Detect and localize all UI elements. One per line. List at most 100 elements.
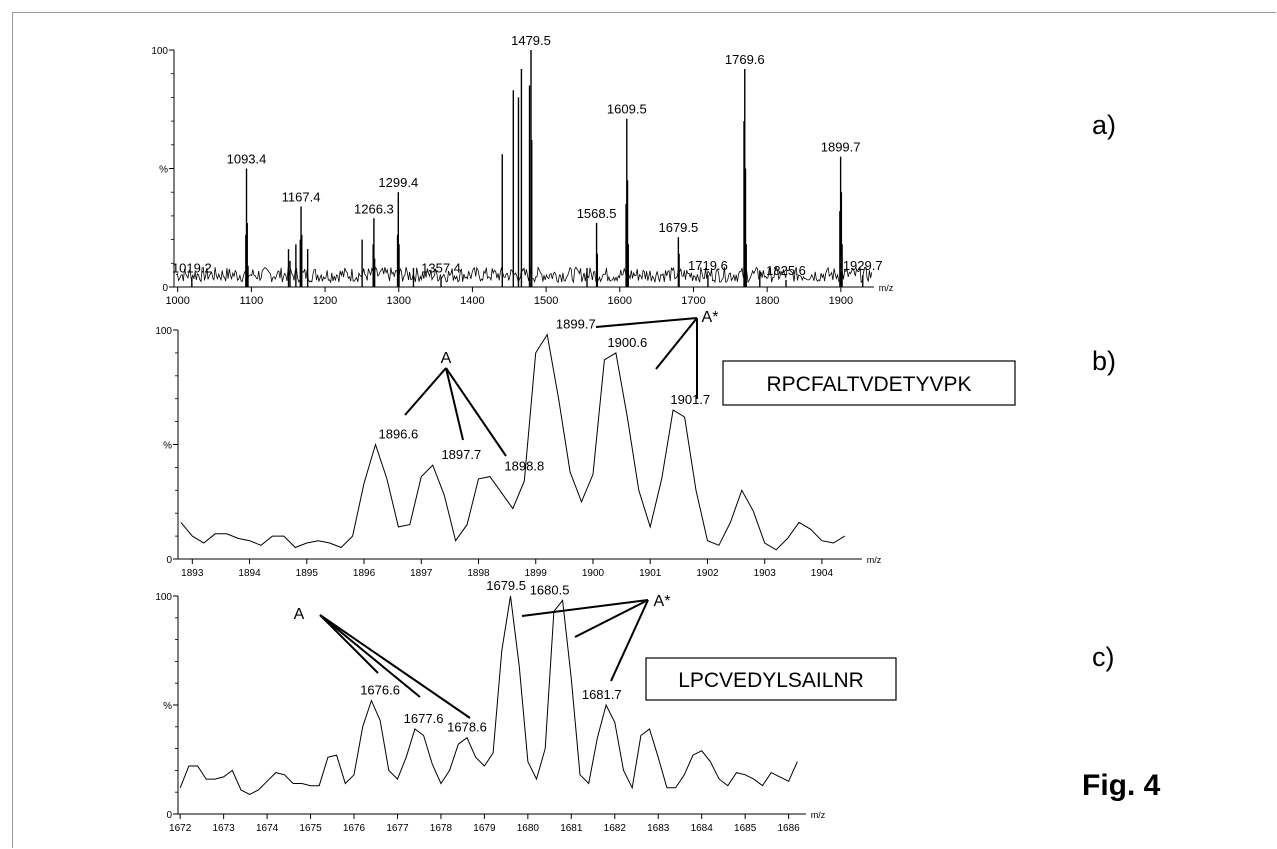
spectrum-trace bbox=[180, 333, 846, 551]
peak-label: 1681.7 bbox=[582, 687, 622, 702]
peptide-sequence: RPCFALTVDETYVPK bbox=[767, 373, 972, 396]
x-tick-label: 1904 bbox=[811, 568, 834, 579]
group-a-star-label: A* bbox=[654, 593, 671, 610]
x-tick-label: 1682 bbox=[604, 823, 627, 834]
x-tick-label: 1675 bbox=[299, 823, 322, 834]
y-tick-label: 0 bbox=[166, 810, 172, 821]
peak-label: 1167.4 bbox=[282, 189, 321, 204]
group-a-label: A bbox=[441, 350, 452, 367]
x-tick-label: 1100 bbox=[240, 295, 264, 307]
x-tick-label: 1902 bbox=[696, 568, 719, 579]
x-tick-label: 1893 bbox=[181, 568, 204, 579]
peak-label: 1678.6 bbox=[447, 720, 487, 735]
sequence-box bbox=[645, 657, 897, 701]
x-axis-label: m/z bbox=[811, 810, 826, 820]
peak-label: 1677.6 bbox=[404, 711, 444, 726]
x-tick-label: 1400 bbox=[460, 295, 484, 307]
x-tick-label: 1897 bbox=[410, 568, 433, 579]
x-tick-label: 1800 bbox=[755, 295, 779, 307]
group-a-star-pointer bbox=[655, 317, 698, 370]
group-a-star-pointer bbox=[574, 599, 649, 638]
group-a-pointer bbox=[445, 367, 464, 441]
x-tick-label: 1686 bbox=[777, 823, 800, 834]
group-a-pointer bbox=[445, 367, 507, 457]
peak-label: 1266.3 bbox=[354, 201, 394, 216]
y-tick-label: 100 bbox=[155, 326, 172, 337]
group-a-pointer bbox=[404, 367, 447, 416]
peak-label: 1680.5 bbox=[530, 582, 570, 597]
x-tick-label: 1500 bbox=[534, 295, 558, 307]
x-tick-label: 1898 bbox=[467, 568, 490, 579]
x-tick-label: 1901 bbox=[639, 568, 662, 579]
x-tick-label: 1600 bbox=[608, 295, 632, 307]
spectrum-noise-trace bbox=[175, 265, 873, 284]
x-tick-label: 1679 bbox=[473, 823, 496, 834]
x-tick-label: 1677 bbox=[386, 823, 409, 834]
peak-label: 1679.5 bbox=[658, 220, 698, 235]
y-tick-label: 0 bbox=[162, 283, 168, 294]
x-tick-label: 1685 bbox=[734, 823, 757, 834]
panel-label-a: a) bbox=[1092, 110, 1117, 140]
x-tick-label: 1894 bbox=[238, 568, 261, 579]
x-tick-label: 1678 bbox=[430, 823, 453, 834]
peak-label: 1093.4 bbox=[227, 152, 267, 167]
y-tick-label: 0 bbox=[166, 555, 172, 566]
x-tick-label: 1676 bbox=[343, 823, 366, 834]
peak-label: 1901.7 bbox=[670, 392, 710, 407]
group-a-star-pointer bbox=[595, 317, 698, 328]
figure-frame bbox=[12, 12, 1276, 848]
spectrum-trace bbox=[179, 595, 798, 795]
x-tick-label: 1900 bbox=[582, 568, 605, 579]
peak-label: 1769.6 bbox=[725, 52, 765, 67]
x-tick-label: 1903 bbox=[754, 568, 777, 579]
x-tick-label: 1680 bbox=[517, 823, 540, 834]
peak-label: 1299.4 bbox=[378, 175, 418, 190]
y-tick-label: % bbox=[159, 165, 168, 176]
x-tick-label: 1000 bbox=[165, 295, 189, 307]
x-tick-label: 1684 bbox=[691, 823, 714, 834]
x-axis-label: m/z bbox=[867, 555, 882, 565]
x-tick-label: 1895 bbox=[296, 568, 319, 579]
peak-label: 1897.7 bbox=[441, 447, 481, 462]
group-a-star-pointer bbox=[521, 599, 649, 617]
peak-label: 1825.6 bbox=[766, 263, 806, 278]
x-tick-label: 1683 bbox=[647, 823, 670, 834]
x-tick-label: 1200 bbox=[313, 295, 337, 307]
y-tick-label: % bbox=[163, 441, 172, 452]
group-a-pointer bbox=[319, 614, 379, 674]
peak-label: 1929.7 bbox=[843, 258, 883, 273]
peak-label: 1899.7 bbox=[821, 140, 861, 155]
x-axis-label: m/z bbox=[879, 283, 894, 293]
peak-label: 1676.6 bbox=[360, 683, 400, 698]
sequence-box bbox=[722, 360, 1016, 406]
group-a-label: A bbox=[294, 606, 305, 623]
group-a-pointer bbox=[319, 614, 471, 719]
peak-label: 1568.5 bbox=[577, 206, 617, 221]
panel-label-b: b) bbox=[1092, 346, 1117, 376]
x-tick-label: 1672 bbox=[169, 823, 192, 834]
x-tick-label: 1681 bbox=[560, 823, 583, 834]
peptide-sequence: LPCVEDYLSAILNR bbox=[678, 669, 864, 692]
x-tick-label: 1896 bbox=[353, 568, 376, 579]
group-a-star-label: A* bbox=[702, 309, 719, 326]
x-tick-label: 1300 bbox=[386, 295, 410, 307]
x-tick-label: 1900 bbox=[829, 295, 853, 307]
group-a-star-pointer bbox=[610, 599, 649, 682]
panel-label-c: c) bbox=[1092, 642, 1115, 672]
x-tick-label: 1899 bbox=[525, 568, 548, 579]
peak-label: 1899.7 bbox=[556, 317, 596, 332]
x-tick-label: 1674 bbox=[256, 823, 279, 834]
peak-label: 1019.2 bbox=[172, 261, 212, 276]
peak-label: 1896.6 bbox=[378, 427, 418, 442]
peak-label: 1900.6 bbox=[607, 335, 647, 350]
y-tick-label: 100 bbox=[151, 46, 168, 57]
group-a-pointer bbox=[319, 614, 421, 698]
y-tick-label: % bbox=[163, 701, 172, 712]
x-tick-label: 1673 bbox=[213, 823, 236, 834]
x-tick-label: 1700 bbox=[681, 295, 705, 307]
peak-label: 1479.5 bbox=[511, 33, 551, 48]
figure-label: Fig. 4 bbox=[1082, 769, 1161, 802]
peak-label: 1357.4 bbox=[421, 261, 461, 276]
peak-label: 1719.6 bbox=[688, 258, 728, 273]
